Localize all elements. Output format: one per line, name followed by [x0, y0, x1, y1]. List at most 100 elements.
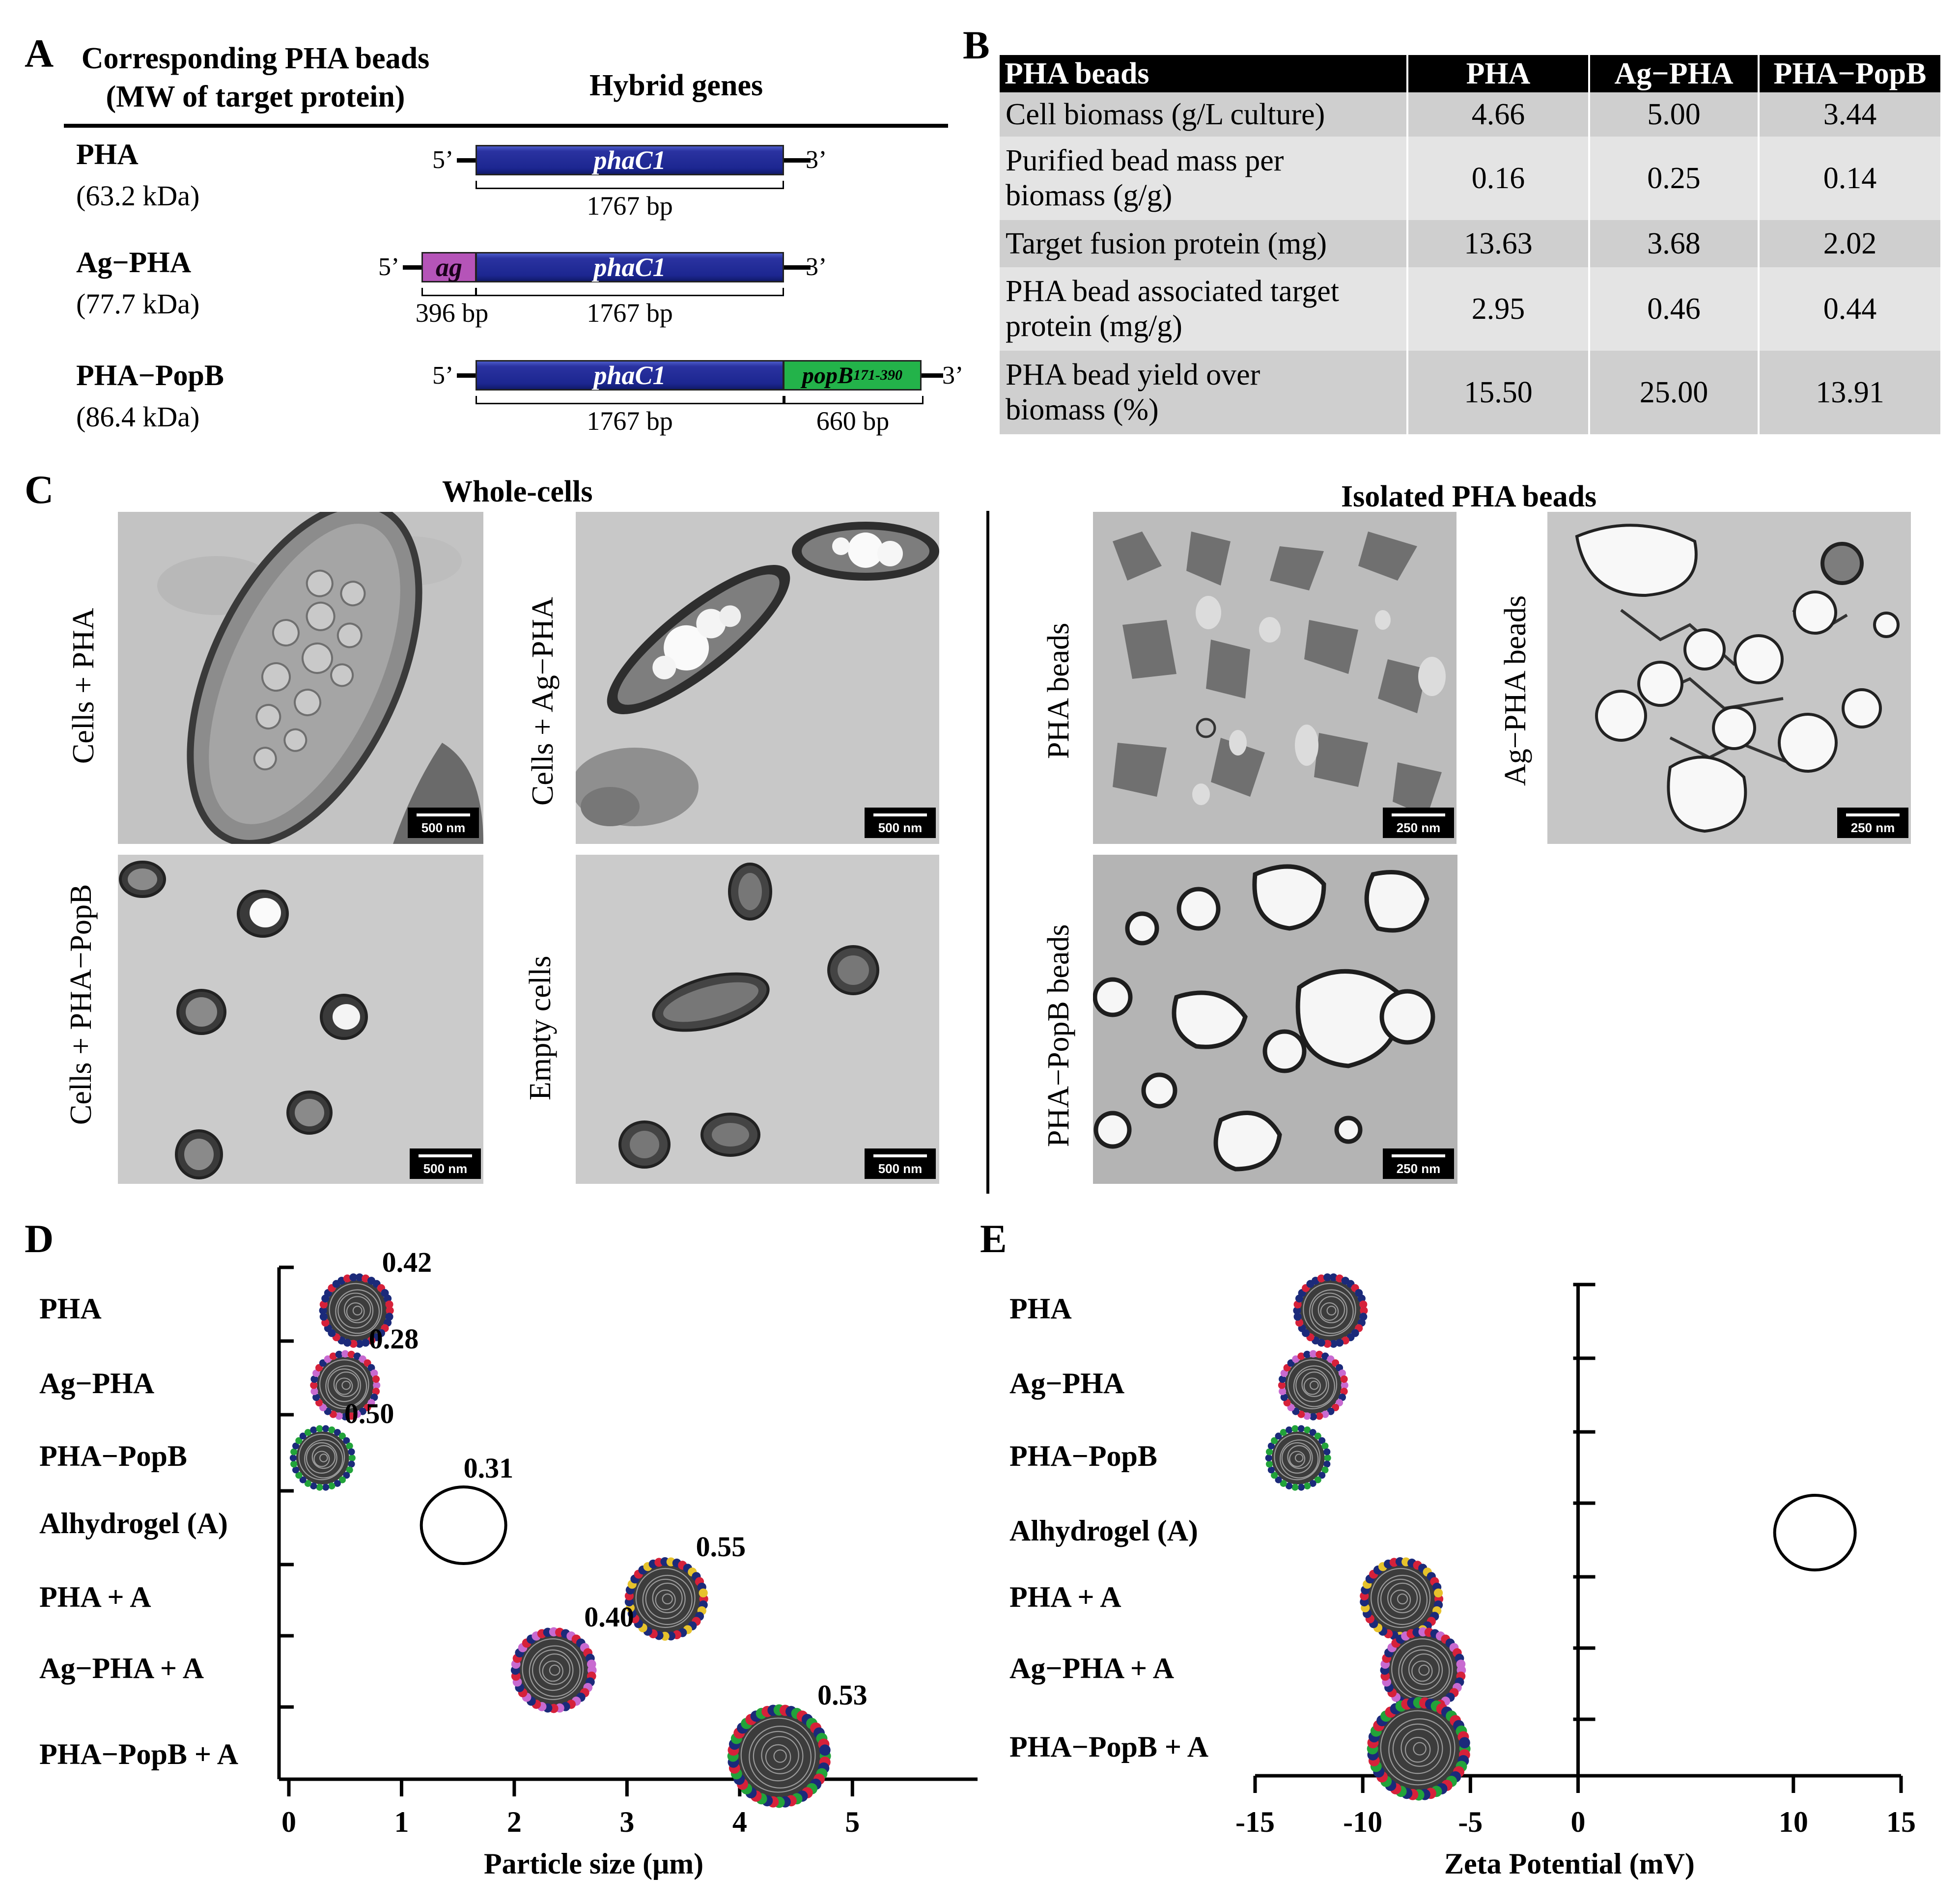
table-cell: 13.91: [1759, 351, 1940, 434]
table-row-label: Target fusion protein (mg): [1000, 220, 1408, 267]
panel-e-letter: E: [980, 1216, 1007, 1261]
table-cell: 0.25: [1589, 137, 1760, 220]
scale-bar: 500 nm: [865, 1148, 936, 1179]
phac1-gene-box: phaC1: [476, 252, 784, 282]
table-row-label-line1: PHA bead associated target: [1006, 275, 1339, 308]
table-row: PHA bead associated target protein (mg/g)…: [1000, 267, 1940, 351]
zeta-bead-marker: [1278, 1350, 1348, 1421]
three-prime-label: 3’: [806, 253, 827, 281]
panel-a-row-name: PHA: [76, 138, 139, 170]
table-cell: 0.46: [1589, 267, 1760, 351]
particle-size-row-label: Ag−PHA: [39, 1367, 155, 1399]
zeta-bead-marker: [1265, 1425, 1331, 1491]
particle-size-bead-marker: [510, 1627, 597, 1713]
table-row-label: Cell biomass (g/L culture): [1000, 92, 1408, 137]
popb-gene-box: popB 171-390: [783, 360, 922, 391]
micrograph-empty-cells-image: [576, 855, 939, 1184]
x-axis-tick-label: 2: [506, 1806, 522, 1838]
table-cell: 13.63: [1407, 220, 1590, 267]
table-row: Cell biomass (g/L culture) 4.66 5.00 3.4…: [1000, 92, 1940, 137]
phac1-bp-label: 1767 bp: [587, 298, 673, 328]
panel-a-header-left-line2: (MW of target protein): [106, 80, 405, 113]
micrograph-pha-popb-beads: 250 nm: [1093, 855, 1457, 1184]
pdi-label: 0.50: [344, 1398, 394, 1429]
five-prime-label: 5’: [432, 146, 454, 174]
phac1-bp-label: 1767 bp: [587, 406, 673, 436]
micrograph-cells-pha-popb: 500 nm: [118, 855, 483, 1184]
table-row-label-line2: protein (mg/g): [1006, 309, 1182, 343]
panel-a-row-mw: (86.4 kDa): [76, 401, 200, 433]
table-row: Target fusion protein (mg) 13.63 3.68 2.…: [1000, 220, 1940, 267]
zeta-row-label: PHA: [1009, 1292, 1072, 1325]
pdi-label: 0.31: [463, 1452, 514, 1484]
zeta-row-label: PHA−PopB + A: [1009, 1731, 1209, 1763]
table-row-label-line2: biomass (%): [1006, 393, 1159, 426]
micrograph-pha-beads-image: [1093, 512, 1456, 844]
x-axis-tick-label: 10: [1778, 1806, 1808, 1838]
particle-size-bead-marker: [319, 1273, 394, 1348]
scale-bar: 500 nm: [408, 808, 479, 838]
scale-bar: 250 nm: [1383, 808, 1454, 838]
isolated-beads-title: Isolated PHA beads: [1341, 480, 1597, 513]
zeta-row-label: Alhydrogel (A): [1009, 1514, 1198, 1547]
scale-bar: 500 nm: [410, 1148, 481, 1179]
panel-a-row-name: Ag−PHA: [76, 246, 192, 279]
table-row-label-line2: biomass (g/g): [1006, 179, 1173, 212]
particle-size-row-label: PHA: [39, 1292, 102, 1325]
table-cell: 0.14: [1759, 137, 1940, 220]
phac1-gene-box: phaC1: [476, 360, 784, 391]
phac1-bracket: [476, 396, 784, 404]
panel-a-header-left: Corresponding PHA beads (MW of target pr…: [64, 39, 447, 116]
table-header-cell: PHA beads: [1000, 55, 1408, 92]
x-axis-tick-label: 1: [394, 1806, 409, 1838]
table-row-label-line1: Purified bead mass per: [1006, 144, 1284, 177]
x-axis-tick-label: -5: [1458, 1806, 1483, 1838]
table-header-cell: PHA−PopB: [1759, 55, 1940, 92]
particle-size-row-label: Ag−PHA + A: [39, 1652, 204, 1684]
micrograph-empty-cells: 500 nm: [576, 855, 939, 1184]
pdi-label: 0.28: [368, 1323, 419, 1355]
particle-size-bead-marker: [289, 1425, 356, 1491]
three-prime-label: 3’: [942, 362, 964, 390]
particle-size-row-label: PHA−PopB + A: [39, 1738, 239, 1770]
micrograph-cells-ag-pha: 500 nm: [576, 512, 939, 844]
scale-bar: 500 nm: [865, 808, 936, 838]
x-axis-tick-label: -10: [1343, 1806, 1383, 1838]
alhydrogel-marker: [1773, 1494, 1857, 1571]
table-cell: 5.00: [1589, 92, 1760, 137]
scale-bar: 250 nm: [1837, 808, 1908, 838]
particle-size-bead-marker: [310, 1350, 381, 1421]
table-row: PHA bead yield over biomass (%) 15.50 25.…: [1000, 351, 1940, 434]
x-axis-tick-label: 5: [845, 1806, 860, 1838]
panel-c-divider: [986, 511, 989, 1194]
panel-a-row-mw: (63.2 kDa): [76, 180, 200, 212]
panel-a-header-rule: [64, 124, 948, 128]
x-axis-tick-label: 0: [1570, 1806, 1586, 1838]
zeta-bead-marker: [1367, 1697, 1471, 1801]
table-header-row: PHA beads PHA Ag−PHA PHA−PopB: [1000, 55, 1940, 92]
micrograph-cells-ag-pha-image: [576, 512, 939, 844]
table-header-cell: PHA: [1407, 55, 1590, 92]
ag-gene-box: ag: [421, 252, 476, 282]
table-row: Purified bead mass per biomass (g/g) 0.16…: [1000, 137, 1940, 220]
panel-d-letter: D: [25, 1216, 54, 1261]
x-axis-tick-label: 4: [732, 1806, 747, 1838]
table-row-label: PHA bead yield over biomass (%): [1000, 351, 1408, 434]
pdi-label: 0.40: [584, 1601, 634, 1633]
phac1-bracket: [476, 288, 784, 296]
ag-bp-label: 396 bp: [415, 298, 489, 328]
whole-cells-title: Whole-cells: [442, 475, 593, 508]
table-cell: 4.66: [1407, 92, 1590, 137]
micrograph-ag-pha-beads-image: [1547, 512, 1911, 844]
particle-size-row-label: Alhydrogel (A): [39, 1507, 228, 1539]
three-prime-label: 3’: [806, 146, 827, 174]
micrograph-cells-pha-image: [118, 512, 483, 844]
x-axis-tick-label: -15: [1235, 1806, 1275, 1838]
popb-bp-label: 660 bp: [816, 406, 890, 436]
bead-yield-table: PHA beads PHA Ag−PHA PHA−PopB Cell bioma…: [1000, 55, 1940, 434]
particle-size-bead-marker: [727, 1704, 831, 1808]
zeta-row-label: Ag−PHA + A: [1009, 1652, 1175, 1684]
table-cell: 0.44: [1759, 267, 1940, 351]
zeta-potential-axis-title: Zeta Potential (mV): [1444, 1847, 1695, 1880]
